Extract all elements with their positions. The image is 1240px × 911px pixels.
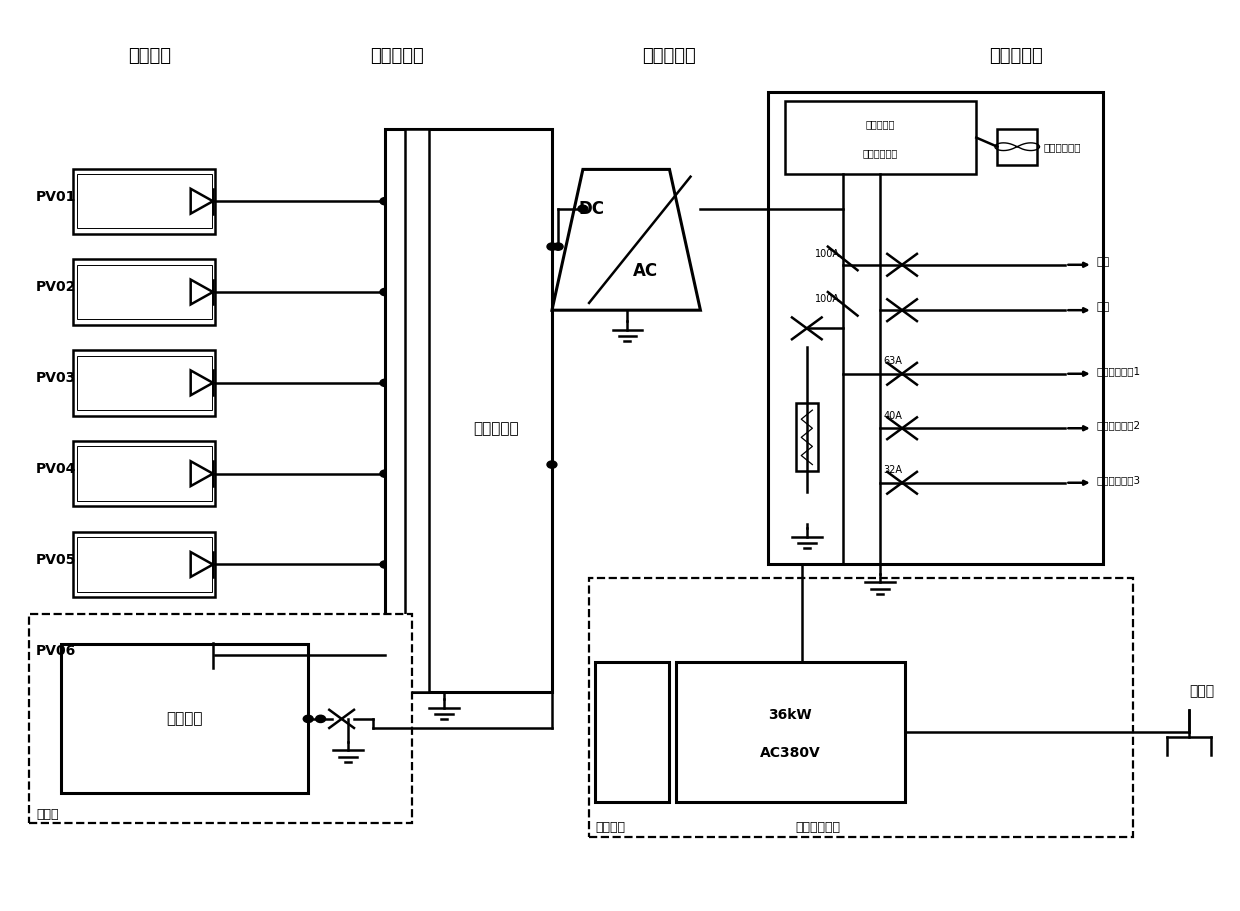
Bar <box>73 169 216 234</box>
Bar <box>997 128 1037 165</box>
Text: 交流输出回路1: 交流输出回路1 <box>1096 366 1141 376</box>
Bar <box>77 355 212 410</box>
Bar <box>73 441 216 507</box>
Circle shape <box>547 461 557 468</box>
Bar <box>73 532 216 598</box>
Circle shape <box>316 715 326 722</box>
Text: 汽气机控制器: 汽气机控制器 <box>863 148 898 159</box>
Bar <box>404 128 429 691</box>
Bar <box>676 661 904 803</box>
Text: 32A: 32A <box>884 465 903 475</box>
Text: PV03: PV03 <box>36 372 77 385</box>
Circle shape <box>578 205 588 212</box>
Text: PV01: PV01 <box>36 189 77 204</box>
Text: 光伏控制器: 光伏控制器 <box>371 46 424 65</box>
Bar <box>73 350 216 415</box>
Circle shape <box>379 198 389 205</box>
Text: 交流输出回路3: 交流输出回路3 <box>1096 475 1141 485</box>
Text: 100A: 100A <box>815 249 841 259</box>
Bar <box>77 174 212 229</box>
Text: 电池舱: 电池舱 <box>36 808 58 821</box>
Bar <box>77 628 212 682</box>
Circle shape <box>553 243 563 251</box>
Text: AC380V: AC380V <box>760 746 821 760</box>
Text: 光伏组串: 光伏组串 <box>129 46 171 65</box>
Text: 倒院控制器: 倒院控制器 <box>866 119 895 129</box>
Text: 发电机: 发电机 <box>1189 685 1214 699</box>
Bar <box>73 260 216 324</box>
Text: PV05: PV05 <box>36 553 77 567</box>
Text: PV02: PV02 <box>36 281 77 294</box>
Text: 电池组流变机: 电池组流变机 <box>1043 142 1080 152</box>
Text: 63A: 63A <box>884 356 903 366</box>
Circle shape <box>379 561 389 568</box>
Circle shape <box>304 715 314 722</box>
Text: 光伏控制器: 光伏控制器 <box>474 421 520 435</box>
Bar <box>595 661 670 803</box>
Bar <box>384 128 552 691</box>
Text: 蓄电池组: 蓄电池组 <box>166 711 203 726</box>
Bar <box>77 265 212 319</box>
Bar <box>785 101 976 174</box>
Text: 交流输出回路2: 交流输出回路2 <box>1096 421 1141 431</box>
Circle shape <box>379 651 389 659</box>
Text: 100A: 100A <box>815 294 841 304</box>
Text: DC: DC <box>579 200 605 218</box>
Text: AC: AC <box>634 261 658 280</box>
Text: 主用: 主用 <box>1096 257 1110 267</box>
Text: 40A: 40A <box>884 411 903 421</box>
Text: 柴油发电机组: 柴油发电机组 <box>795 822 841 834</box>
Bar <box>61 643 309 793</box>
Circle shape <box>547 243 557 251</box>
Bar <box>73 622 216 688</box>
Bar <box>589 578 1133 837</box>
Bar <box>796 404 818 471</box>
Bar <box>77 537 212 592</box>
Bar <box>769 92 1102 565</box>
Circle shape <box>379 289 389 296</box>
Bar <box>77 446 212 501</box>
Circle shape <box>379 470 389 477</box>
Text: PV04: PV04 <box>36 462 77 476</box>
Text: 36kW: 36kW <box>769 708 812 722</box>
Text: 交流配电柜: 交流配电柜 <box>990 46 1043 65</box>
Text: 备用: 备用 <box>1096 302 1110 312</box>
Text: 离网逆变器: 离网逆变器 <box>642 46 697 65</box>
Circle shape <box>379 379 389 386</box>
Text: 柴油机舱: 柴油机舱 <box>595 821 625 834</box>
Text: PV06: PV06 <box>36 644 77 658</box>
Bar <box>29 614 412 824</box>
